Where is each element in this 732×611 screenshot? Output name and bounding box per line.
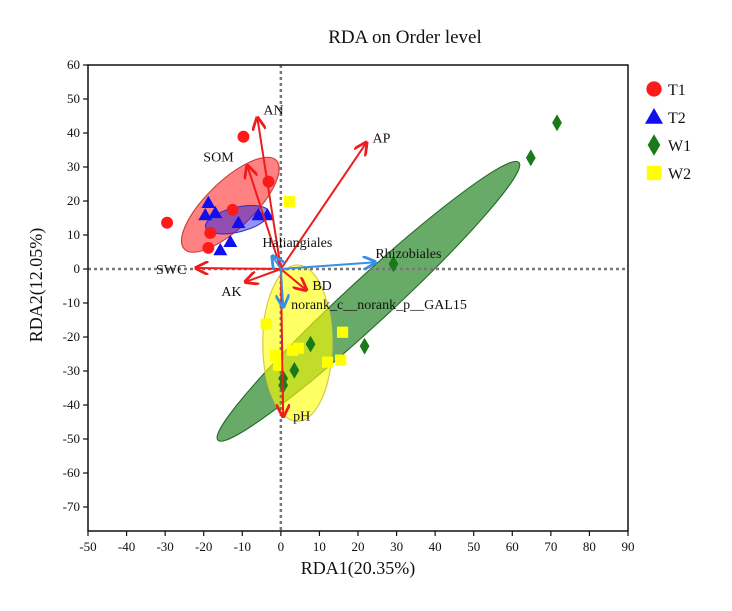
- taxon-label: Haliangiales: [262, 236, 332, 251]
- x-tick-label: 20: [352, 539, 365, 554]
- point-w1: [359, 337, 370, 355]
- env-label: SWC: [156, 263, 186, 278]
- point-t1: [204, 227, 217, 239]
- taxon-arrow: [280, 262, 376, 269]
- y-tick-label: 10: [67, 227, 80, 242]
- y-tick-label: 40: [67, 125, 80, 140]
- y-tick-label: 50: [67, 91, 80, 106]
- y-tick-label: -20: [63, 329, 80, 344]
- point-t2: [251, 207, 266, 221]
- x-tick-label: 60: [506, 539, 519, 554]
- point-t1: [237, 130, 250, 143]
- env-arrow: [281, 268, 283, 417]
- legend-label-w1: W1: [668, 138, 691, 155]
- legend-label-w2: W2: [668, 166, 691, 183]
- env-label: AK: [221, 285, 241, 300]
- x-tick-label: 80: [583, 539, 596, 554]
- env-label: SOM: [203, 151, 234, 166]
- legend-label-t1: T1: [668, 82, 686, 99]
- x-tick-label: -50: [79, 539, 96, 554]
- env-label: BD: [312, 279, 331, 294]
- y-tick-label: -70: [63, 499, 80, 514]
- point-t2: [208, 205, 223, 219]
- taxon-arrow: [281, 268, 283, 307]
- x-tick-label: 40: [429, 539, 442, 554]
- y-tick-label: 60: [67, 57, 80, 72]
- point-w2: [260, 318, 272, 330]
- y-tick-label: -30: [63, 363, 80, 378]
- point-t1: [161, 216, 174, 229]
- point-w2: [335, 354, 347, 366]
- x-tick-label: 50: [467, 539, 480, 554]
- legend: T1 T2 W1 W2: [645, 81, 691, 183]
- point-t2: [213, 242, 228, 256]
- x-tick-label: 30: [390, 539, 403, 554]
- point-t1: [226, 203, 239, 216]
- x-axis-label: RDA1(20.35%): [301, 558, 416, 579]
- x-tick-label: -20: [195, 539, 212, 554]
- taxon-label: Rhizobiales: [375, 247, 441, 262]
- legend-marker-w2: [646, 165, 662, 181]
- point-w1: [552, 114, 562, 132]
- y-tick-label: 20: [67, 193, 80, 208]
- point-w2: [283, 196, 295, 208]
- y-tick-label: 30: [67, 159, 80, 174]
- x-tick-label: 70: [544, 539, 557, 554]
- point-w2: [269, 349, 282, 361]
- point-w2: [272, 359, 285, 371]
- env-label: AN: [263, 104, 283, 119]
- point-w1: [305, 335, 316, 353]
- legend-marker-t2: [645, 108, 663, 124]
- point-w1: [388, 255, 399, 273]
- x-tick-label: 0: [278, 539, 285, 554]
- point-w2: [336, 326, 349, 338]
- x-tick-label: -40: [118, 539, 135, 554]
- x-tick-label: -10: [234, 539, 251, 554]
- point-t2: [201, 195, 216, 208]
- point-w2: [286, 344, 299, 356]
- x-tick-label: -30: [156, 539, 173, 554]
- legend-marker-w1: [647, 134, 661, 156]
- env-label: AP: [372, 132, 390, 147]
- y-axis-label: RDA2(12.05%): [26, 228, 47, 343]
- taxon-label: norank_c__norank_p__GAL15: [291, 298, 467, 313]
- point-w1: [289, 361, 300, 379]
- x-tick-label: 90: [622, 539, 635, 554]
- point-t2: [231, 215, 246, 229]
- taxon-arrow: [272, 256, 280, 269]
- point-t2: [198, 207, 213, 221]
- point-w1: [525, 149, 536, 167]
- y-tick-label: -60: [63, 465, 80, 480]
- point-w2: [321, 356, 334, 368]
- env-arrow: [280, 143, 367, 270]
- env-arrow: [196, 268, 281, 269]
- point-t1: [262, 175, 275, 188]
- y-tick-label: 0: [74, 261, 81, 276]
- env-arrow: [280, 268, 306, 290]
- y-tick-label: -50: [63, 431, 80, 446]
- point-t1: [202, 241, 215, 254]
- env-label: pH: [293, 410, 310, 425]
- env-arrow: [257, 118, 282, 270]
- y-tick-label: -40: [63, 397, 80, 412]
- legend-marker-t1: [646, 81, 662, 97]
- x-tick-label: 10: [313, 539, 326, 554]
- env-arrow: [245, 268, 282, 282]
- chart-title: RDA on Order level: [328, 27, 482, 48]
- env-arrow: [247, 166, 282, 270]
- point-t2: [223, 234, 238, 248]
- point-w2: [292, 342, 304, 354]
- legend-label-t2: T2: [668, 110, 686, 127]
- y-tick-label: -10: [63, 295, 80, 310]
